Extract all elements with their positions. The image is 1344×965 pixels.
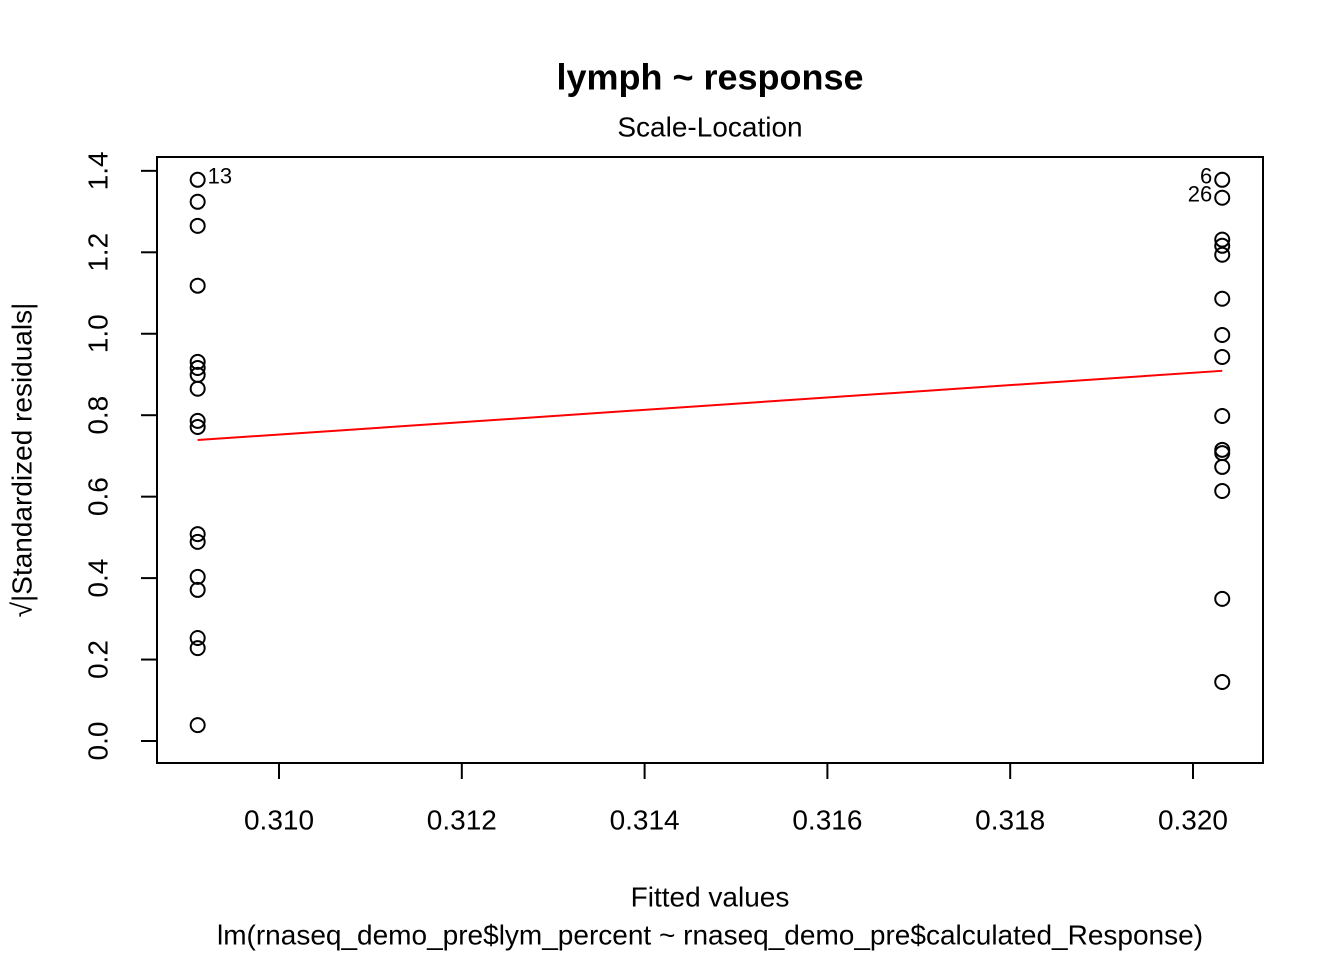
point	[189, 412, 206, 429]
x-tick-label: 0.320	[1158, 804, 1228, 835]
point	[1214, 590, 1231, 607]
point	[1214, 673, 1231, 690]
point	[1214, 171, 1231, 188]
y-tick-label: 1.4	[82, 151, 113, 190]
x-tick-label: 0.318	[975, 804, 1045, 835]
point	[189, 526, 206, 543]
y-tick-label: 0.4	[82, 559, 113, 598]
smooth-line	[197, 369, 1223, 442]
point	[189, 359, 206, 376]
y-axis-label: √|Standardized residuals|	[6, 303, 37, 618]
point-label: 26	[1188, 182, 1212, 207]
point	[1214, 189, 1231, 206]
y-tick-label: 1.2	[82, 233, 113, 272]
x-tick-label: 0.314	[610, 804, 680, 835]
point	[189, 171, 206, 188]
x-tick-label: 0.310	[244, 804, 314, 835]
point	[1214, 237, 1231, 254]
point	[189, 419, 206, 436]
point	[189, 533, 206, 550]
y-tick-label: 0.0	[82, 722, 113, 761]
point	[189, 629, 206, 646]
point	[1214, 326, 1231, 343]
point	[1214, 231, 1231, 248]
point	[1214, 458, 1231, 475]
y-tick-label: 1.0	[82, 314, 113, 353]
point	[1214, 246, 1231, 263]
chart-subtitle: Scale-Location	[617, 111, 802, 142]
point	[1214, 408, 1231, 425]
caption: lm(rnaseq_demo_pre$lym_percent ~ rnaseq_…	[217, 919, 1203, 950]
y-tick-label: 0.8	[82, 396, 113, 435]
point-label: 6	[1200, 164, 1212, 189]
chart-title: lymph ~ response	[556, 57, 863, 98]
point	[189, 640, 206, 657]
point	[1214, 482, 1231, 499]
point	[189, 568, 206, 585]
point	[189, 217, 206, 234]
x-tick-label: 0.316	[792, 804, 862, 835]
point	[1214, 290, 1231, 307]
y-tick-label: 0.6	[82, 477, 113, 516]
plot-frame	[156, 156, 1264, 764]
point	[1214, 441, 1231, 458]
x-axis-label: Fitted values	[631, 881, 790, 912]
point	[189, 380, 206, 397]
y-tick-label: 0.2	[82, 640, 113, 679]
point	[189, 193, 206, 210]
x-tick-label: 0.312	[427, 804, 497, 835]
point	[1214, 348, 1231, 365]
point	[189, 717, 206, 734]
point	[1214, 445, 1231, 462]
point-label: 13	[208, 164, 232, 189]
point	[189, 277, 206, 294]
point	[189, 581, 206, 598]
